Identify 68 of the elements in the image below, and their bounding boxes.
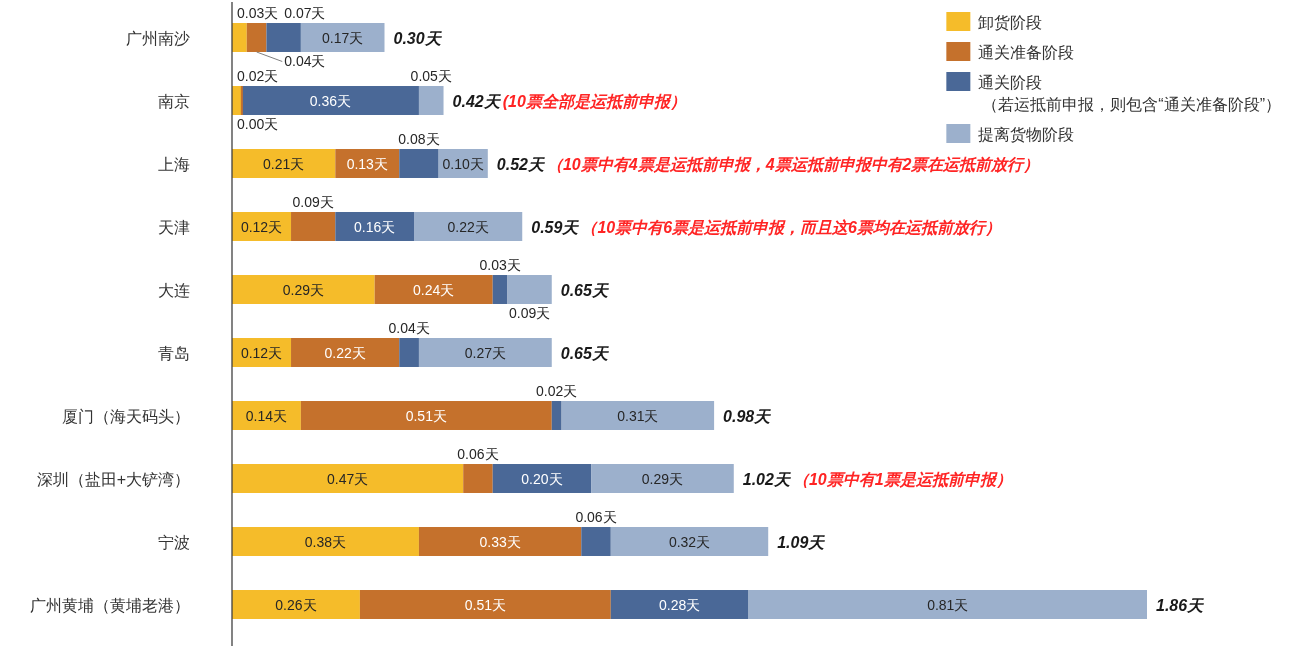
- category-label: 大连: [158, 281, 190, 299]
- data-label: 0.03天: [479, 257, 521, 273]
- data-label: 0.13天: [346, 155, 388, 172]
- data-label: 0.09天: [292, 194, 334, 210]
- total: 0.98天: [723, 407, 771, 425]
- data-label: 0.02天: [237, 68, 279, 84]
- total: 1.02天: [742, 470, 790, 488]
- data-label: 0.51天: [405, 407, 447, 424]
- data-label: 0.03天: [237, 5, 279, 21]
- annotation: (10票全部是运抵前申报）: [502, 92, 686, 110]
- data-label: 0.04天: [284, 53, 326, 69]
- data-label: 0.14天: [245, 407, 288, 424]
- data-label: 0.81天: [927, 596, 969, 613]
- annotation: （10票中有1票是运抵前申报）: [792, 470, 1012, 488]
- data-label: 0.04天: [388, 320, 430, 336]
- category-label: 广州黄埔（黄埔老港）: [30, 596, 190, 614]
- annotation: （10票中有6票是运抵前申报，而且这6票均在运抵前放行）: [581, 218, 1001, 236]
- data-label: 0.09天: [509, 305, 551, 321]
- data-label: 0.47天: [327, 470, 369, 487]
- data-label: 0.24天: [413, 281, 455, 298]
- legend-label: 通关阶段（若运抵前申报，则包含“通关准备阶段”）: [978, 74, 1281, 113]
- data-label: 0.29天: [282, 281, 324, 298]
- data-label: 0.28天: [659, 596, 701, 613]
- category-label: 深圳（盐田+大铲湾）: [36, 470, 190, 488]
- data-label: 0.27天: [464, 344, 506, 361]
- category-label: 宁波: [158, 533, 190, 551]
- total: 1.09天: [777, 533, 825, 551]
- data-label: 0.17天: [322, 29, 364, 46]
- annotation: （10票中有4票是运抵前申报，4票运抵前申报中有2票在运抵前放行）: [546, 155, 1040, 173]
- legend-label: 卸货阶段: [978, 14, 1043, 31]
- data-label: 0.31天: [617, 407, 659, 424]
- category-label: 厦门（海天码头）: [62, 407, 190, 425]
- total: 1.86天: [1156, 596, 1204, 614]
- category-label: 上海: [158, 155, 190, 173]
- data-label: 0.26天: [275, 596, 317, 613]
- data-label: 0.08天: [398, 131, 440, 147]
- data-label: 0.22天: [324, 344, 366, 361]
- data-label: 0.38天: [304, 533, 347, 550]
- data-label: 0.16天: [354, 218, 396, 235]
- data-label: 0.32天: [668, 533, 711, 550]
- data-label: 0.20天: [521, 470, 563, 487]
- data-label: 0.12天: [240, 218, 283, 235]
- category-label: 南京: [158, 92, 190, 110]
- legend-label: 通关准备阶段: [978, 44, 1075, 61]
- data-label: 0.00天: [237, 116, 279, 132]
- data-label: 0.29天: [641, 470, 684, 487]
- data-label: 0.12天: [240, 344, 283, 361]
- data-label: 0.07天: [284, 5, 326, 21]
- total: 0.30天: [393, 29, 441, 47]
- data-label: 0.36天: [309, 92, 351, 109]
- category-label: 天津: [158, 218, 190, 236]
- total: 0.65天: [560, 344, 608, 362]
- total: 0.65天: [560, 281, 608, 299]
- data-label: 0.05天: [410, 68, 452, 84]
- legend-label: 提离货物阶段: [978, 126, 1075, 143]
- total: 0.59天: [531, 218, 579, 236]
- data-label: 0.33天: [479, 533, 521, 550]
- total: 0.42天: [452, 92, 500, 110]
- total: 0.52天: [496, 155, 544, 173]
- data-label: 0.02天: [536, 383, 578, 399]
- data-label: 0.06天: [457, 446, 499, 462]
- data-label: 0.10天: [442, 155, 484, 172]
- data-label: 0.06天: [575, 509, 617, 525]
- category-label: 青岛: [158, 344, 190, 362]
- data-label: 0.51天: [464, 596, 506, 613]
- data-label: 0.22天: [447, 218, 489, 235]
- category-label: 广州南沙: [126, 29, 190, 47]
- data-label: 0.21天: [263, 155, 305, 172]
